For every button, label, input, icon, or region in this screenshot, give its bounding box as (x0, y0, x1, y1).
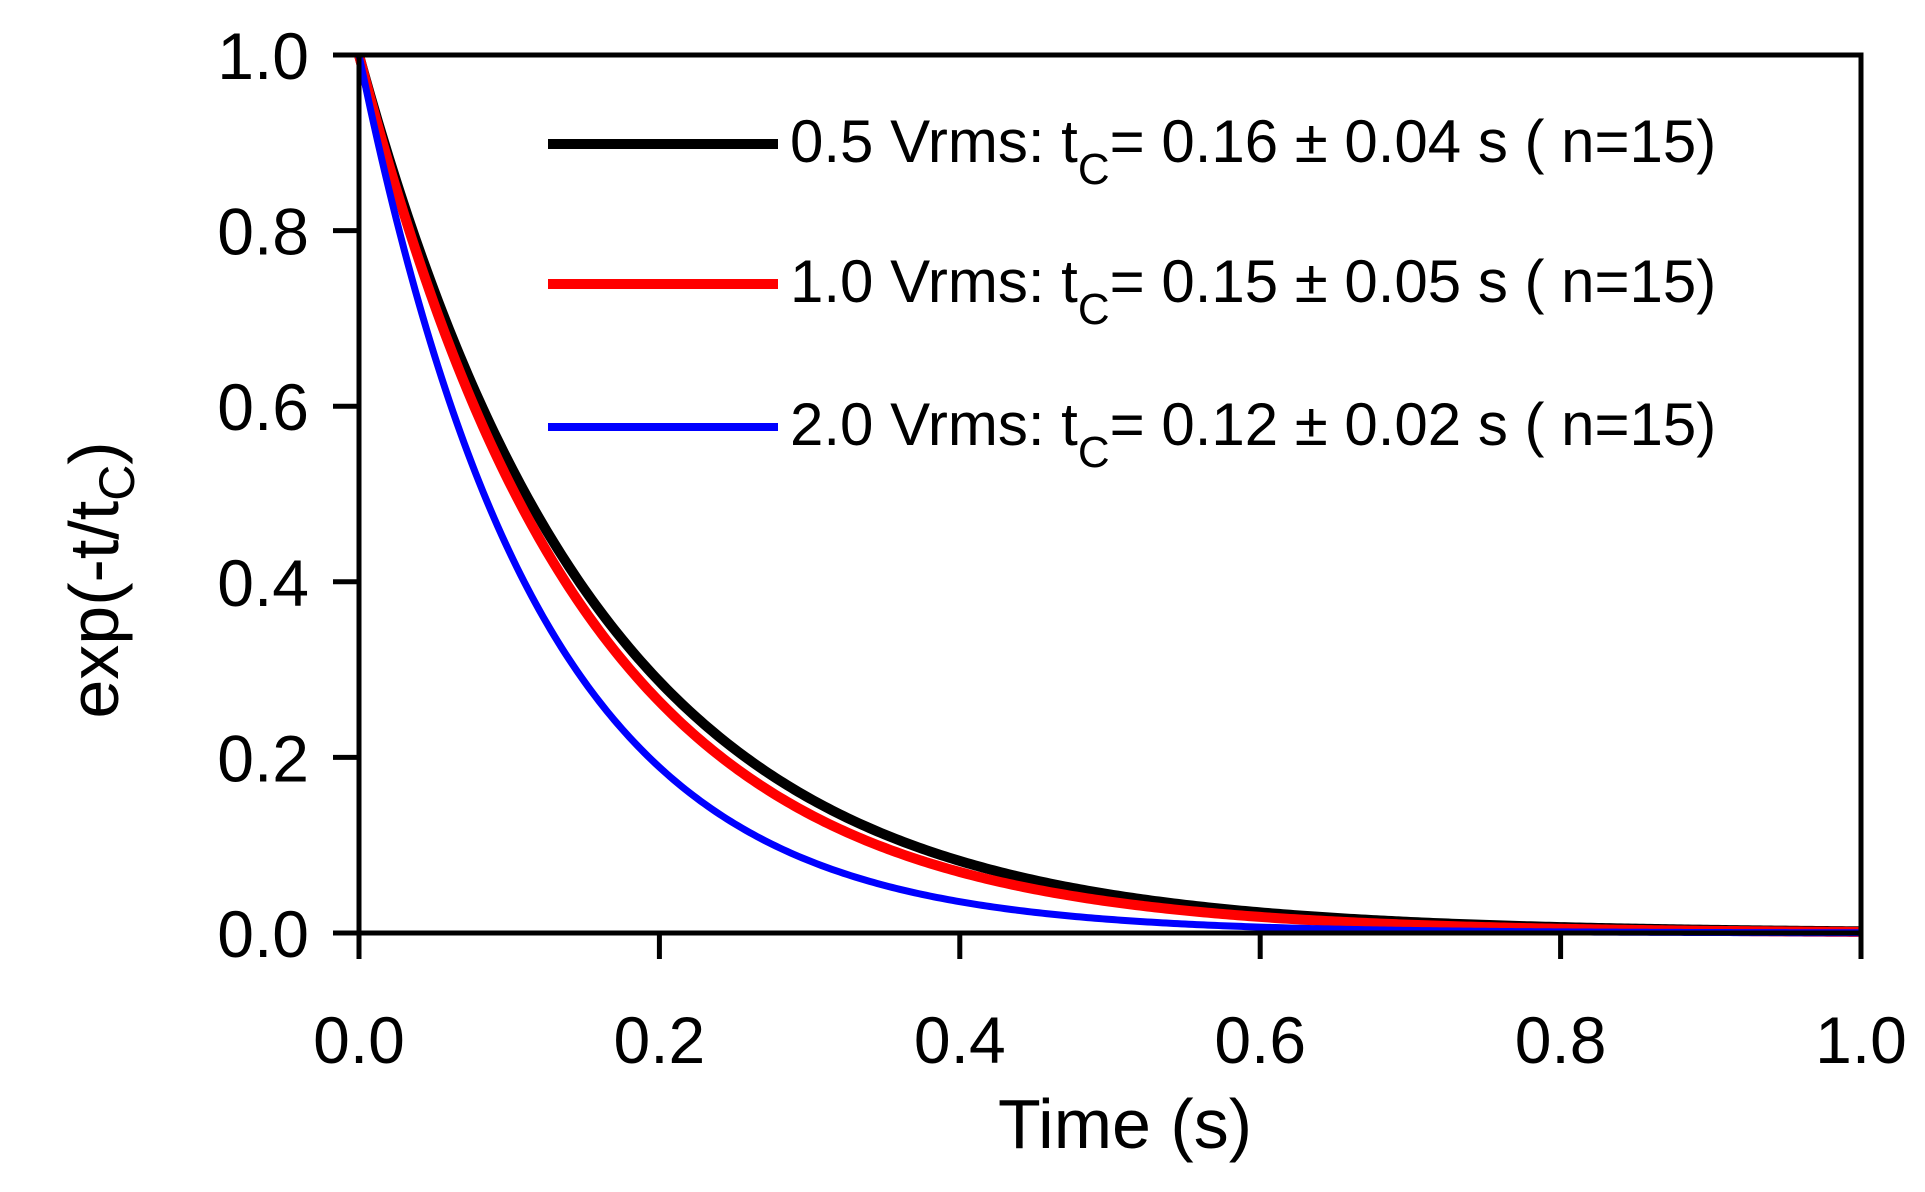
y-axis-title-base: exp(-t/t (55, 501, 133, 719)
y-tick-label-1: 0.2 (217, 721, 309, 795)
x-tick-label-2: 0.4 (914, 1003, 1006, 1077)
legend-label-1-sub: C (1078, 285, 1110, 334)
legend: 0.5 Vrms: tC= 0.16 ± 0.04 s ( n=15) 1.0 … (548, 108, 1716, 477)
y-tick-label-0: 0.0 (217, 897, 309, 971)
legend-label-0-suffix: = 0.16 ± 0.04 s ( n=15) (1110, 108, 1717, 175)
x-axis-ticks: 0.0 0.2 0.4 0.6 0.8 1.0 (313, 933, 1907, 1077)
x-tick-label-1: 0.2 (614, 1003, 706, 1077)
y-tick-label-4: 0.8 (217, 195, 309, 269)
x-axis-title: Time (s) (998, 1085, 1252, 1163)
legend-label-2-prefix: 2.0 Vrms: t (790, 391, 1078, 458)
y-axis-title: exp(-t/tC) (55, 441, 145, 718)
legend-label-2-suffix: = 0.12 ± 0.02 s ( n=15) (1110, 391, 1717, 458)
legend-label-0: 0.5 Vrms: tC= 0.16 ± 0.04 s ( n=15) (790, 108, 1716, 194)
legend-entry-1: 1.0 Vrms: tC= 0.15 ± 0.05 s ( n=15) (548, 248, 1716, 334)
legend-label-1-suffix: = 0.15 ± 0.05 s ( n=15) (1110, 248, 1717, 315)
x-tick-label-0: 0.0 (313, 1003, 405, 1077)
x-tick-label-5: 1.0 (1815, 1003, 1907, 1077)
x-tick-label-3: 0.6 (1214, 1003, 1306, 1077)
y-tick-label-3: 0.6 (217, 370, 309, 444)
y-axis-title-close: ) (55, 441, 133, 464)
legend-label-0-prefix: 0.5 Vrms: t (790, 108, 1078, 175)
legend-label-1-prefix: 1.0 Vrms: t (790, 248, 1078, 315)
legend-label-2-sub: C (1078, 428, 1110, 477)
y-tick-label-2: 0.4 (217, 546, 309, 620)
legend-entry-2: 2.0 Vrms: tC= 0.12 ± 0.02 s ( n=15) (548, 391, 1716, 477)
y-axis-ticks: 0.0 0.2 0.4 0.6 0.8 1.0 (217, 19, 359, 971)
y-axis-title-sub: C (89, 465, 145, 501)
x-tick-label-4: 0.8 (1515, 1003, 1607, 1077)
y-tick-label-5: 1.0 (217, 19, 309, 93)
legend-entry-0: 0.5 Vrms: tC= 0.16 ± 0.04 s ( n=15) (548, 108, 1716, 194)
legend-label-2: 2.0 Vrms: tC= 0.12 ± 0.02 s ( n=15) (790, 391, 1716, 477)
legend-label-1: 1.0 Vrms: tC= 0.15 ± 0.05 s ( n=15) (790, 248, 1716, 334)
legend-label-0-sub: C (1078, 145, 1110, 194)
plot-frame (356, 52, 1864, 936)
